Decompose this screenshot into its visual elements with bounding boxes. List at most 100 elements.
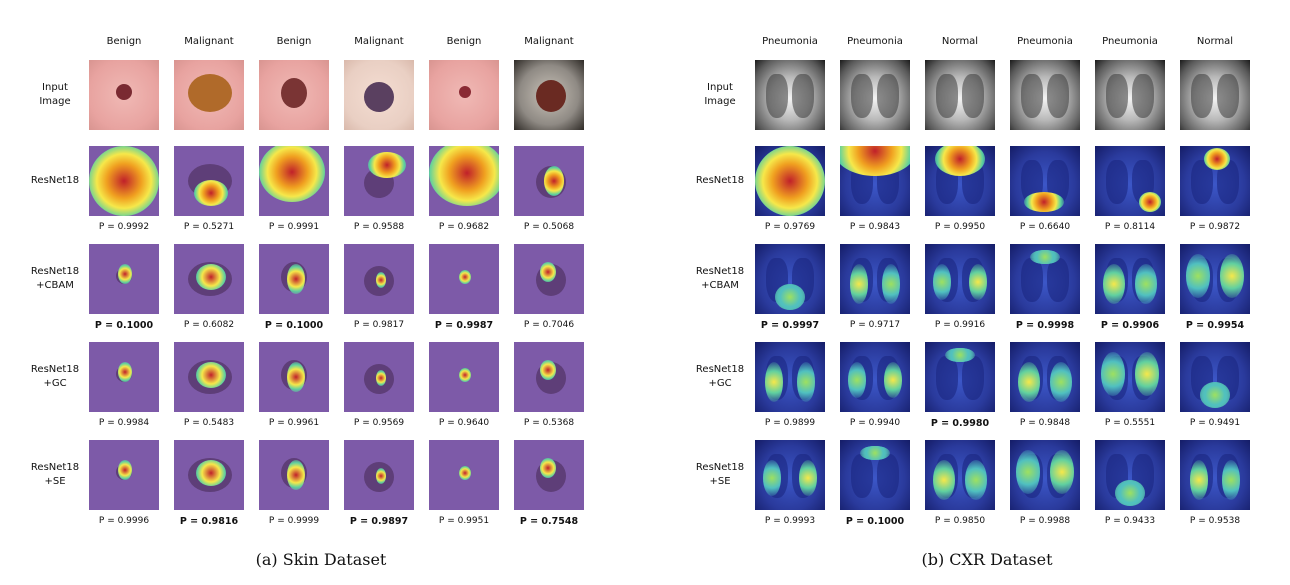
heatmap-region — [1016, 450, 1040, 494]
lesion-shape — [188, 74, 232, 112]
skin-column-header: Benign — [276, 36, 312, 47]
cxr-image-tile — [1180, 60, 1250, 130]
lung-field — [1217, 160, 1239, 204]
skin-image-tile — [344, 440, 414, 510]
skin-column-header: Benign — [446, 36, 482, 47]
cxr-row-label: ResNet18 +GC — [695, 364, 745, 389]
skin-row-label: Input Image — [39, 82, 71, 107]
skin-probability-label: P = 0.9588 — [353, 222, 405, 232]
heatmap-region — [1050, 450, 1074, 494]
skin-probability-label: P = 0.7548 — [519, 516, 579, 527]
cxr-image-tile — [1010, 60, 1080, 130]
lesion-shape — [364, 82, 394, 112]
lung-field — [1217, 74, 1239, 118]
cxr-image-tile — [1095, 342, 1165, 412]
heatmap-region — [1030, 250, 1060, 264]
cxr-probability-label: P = 0.8114 — [1104, 222, 1156, 232]
skin-probability-label: P = 0.5068 — [523, 222, 575, 232]
skin-image-tile — [89, 440, 159, 510]
skin-probability-label: P = 0.9682 — [438, 222, 490, 232]
heatmap-region — [1186, 254, 1210, 298]
cxr-image-tile — [925, 146, 995, 216]
cxr-probability-label: P = 0.9899 — [764, 418, 816, 428]
heatmap-region — [459, 368, 471, 382]
skin-image-tile — [174, 440, 244, 510]
cxr-column-header: Pneumonia — [847, 36, 903, 47]
skin-probability-label: P = 0.5368 — [523, 418, 575, 428]
lung-field — [792, 74, 814, 118]
skin-probability-label: P = 0.9991 — [268, 222, 320, 232]
lung-field — [877, 74, 899, 118]
heatmap-region — [840, 146, 910, 176]
cxr-probability-label: P = 0.9998 — [1015, 320, 1075, 331]
skin-image-tile — [514, 342, 584, 412]
cxr-probability-label: P = 0.9843 — [849, 222, 901, 232]
heatmap-region — [1050, 362, 1072, 402]
heatmap-region — [775, 284, 805, 310]
heatmap-region — [799, 460, 817, 496]
cxr-probability-label: P = 0.9433 — [1104, 516, 1156, 526]
cxr-probability-label: P = 0.9848 — [1019, 418, 1071, 428]
cxr-probability-label: P = 0.5551 — [1104, 418, 1156, 428]
lesion-shape — [459, 86, 471, 98]
cxr-image-tile — [755, 146, 825, 216]
cxr-row-label: ResNet18 +SE — [695, 462, 745, 487]
heatmap-region — [1135, 352, 1159, 396]
heatmap-region — [1200, 382, 1230, 408]
cxr-probability-label: P = 0.9769 — [764, 222, 816, 232]
skin-image-tile — [89, 146, 159, 216]
cxr-image-tile — [840, 342, 910, 412]
heatmap-region — [376, 370, 386, 386]
skin-image-tile — [429, 60, 499, 130]
skin-row-label: ResNet18 +CBAM — [30, 266, 80, 291]
cxr-row-label: ResNet18 — [695, 175, 745, 186]
cxr-row-label: Input Image — [704, 82, 736, 107]
heatmap-region — [429, 146, 499, 206]
cxr-probability-label: P = 0.9997 — [760, 320, 820, 331]
cxr-image-tile — [1180, 342, 1250, 412]
heatmap-region — [259, 146, 325, 202]
skin-image-tile — [514, 244, 584, 314]
cxr-probability-label: P = 0.9980 — [930, 418, 990, 429]
skin-probability-label: P = 0.9817 — [353, 320, 405, 330]
heatmap-region — [196, 264, 226, 290]
heatmap-region — [1101, 352, 1125, 396]
skin-probability-label: P = 0.5483 — [183, 418, 235, 428]
cxr-image-tile — [755, 440, 825, 510]
heatmap-region — [287, 460, 305, 490]
cxr-probability-label: P = 0.9988 — [1019, 516, 1071, 526]
skin-column-header: Malignant — [354, 36, 404, 47]
heatmap-region — [1024, 192, 1064, 212]
heatmap-region — [540, 360, 556, 380]
skin-probability-label: P = 0.9816 — [179, 516, 239, 527]
lung-field — [936, 74, 958, 118]
lesion-shape — [281, 78, 307, 108]
heatmap-region — [935, 146, 985, 176]
heatmap-region — [1222, 460, 1240, 500]
skin-image-tile — [174, 60, 244, 130]
skin-probability-label: P = 0.7046 — [523, 320, 575, 330]
cxr-image-tile — [1010, 342, 1080, 412]
skin-image-tile — [429, 244, 499, 314]
cxr-probability-label: P = 0.9993 — [764, 516, 816, 526]
skin-probability-label: P = 0.1000 — [94, 320, 154, 331]
heatmap-region — [945, 348, 975, 362]
skin-probability-label: P = 0.6082 — [183, 320, 235, 330]
cxr-probability-label: P = 0.9916 — [934, 320, 986, 330]
skin-column-header: Benign — [106, 36, 142, 47]
skin-probability-label: P = 0.9996 — [98, 516, 150, 526]
cxr-column-header: Pneumonia — [762, 36, 818, 47]
lung-field — [1191, 74, 1213, 118]
lung-field — [962, 356, 984, 400]
skin-image-tile — [514, 146, 584, 216]
cxr-column-header: Normal — [941, 36, 979, 47]
cxr-image-tile — [840, 244, 910, 314]
cxr-probability-label: P = 0.9872 — [1189, 222, 1241, 232]
heatmap-region — [1190, 460, 1208, 500]
lung-field — [1132, 74, 1154, 118]
skin-image-tile — [174, 342, 244, 412]
cxr-image-tile — [1095, 60, 1165, 130]
cxr-row-label: ResNet18 +CBAM — [695, 266, 745, 291]
cxr-probability-label: P = 0.6640 — [1019, 222, 1071, 232]
cxr-probability-label: P = 0.1000 — [845, 516, 905, 527]
